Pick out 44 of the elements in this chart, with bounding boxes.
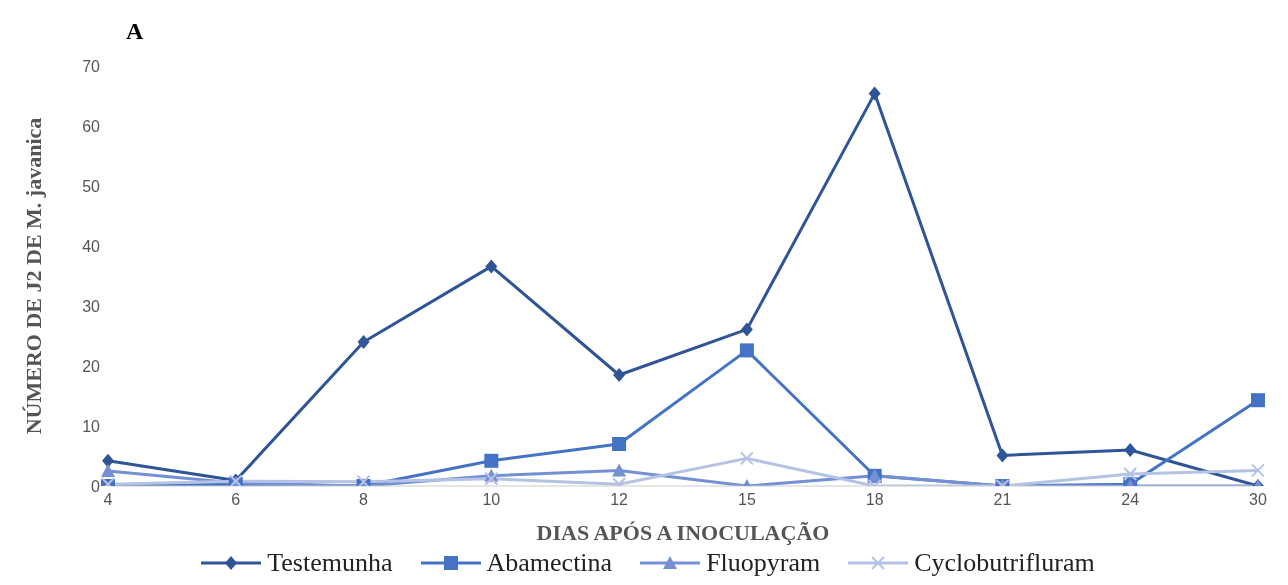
- y-tick-label: 20: [82, 357, 101, 375]
- legend-label: Abamectina: [486, 548, 613, 578]
- y-tick-label: 50: [82, 177, 101, 195]
- x-tick-label: 12: [610, 491, 629, 509]
- point: [739, 343, 754, 358]
- legend-label: Cyclobutrifluram: [914, 548, 1095, 578]
- y-tick-label: 70: [82, 57, 101, 75]
- point: [868, 86, 881, 101]
- x-tick-label: 6: [231, 491, 241, 509]
- x-tick-label: 18: [865, 491, 884, 509]
- point: [357, 335, 370, 349]
- point: [612, 463, 627, 477]
- y-tick-label: 0: [91, 477, 101, 495]
- y-tick-label: 40: [82, 237, 101, 255]
- point: [356, 474, 371, 486]
- point: [739, 451, 754, 466]
- point: [1251, 463, 1265, 478]
- point: [1124, 443, 1137, 457]
- point: [484, 471, 499, 486]
- point: [101, 464, 115, 477]
- point: [485, 259, 498, 274]
- point: [102, 453, 114, 468]
- point: [612, 437, 627, 451]
- x-tick-label: 15: [737, 491, 756, 509]
- point: [1123, 467, 1138, 481]
- x-tick-label: 4: [103, 491, 113, 509]
- chart-title: A: [126, 18, 144, 45]
- x-tick-label: 10: [482, 491, 501, 509]
- legend-label: Fluopyram: [706, 548, 821, 578]
- y-tick-label: 30: [82, 297, 101, 315]
- y-tick-label: 10: [82, 417, 101, 435]
- point: [484, 453, 499, 468]
- point: [1251, 393, 1265, 408]
- point: [613, 368, 626, 382]
- y-axis-title: NÚMERO DE J2 DE M. javanica: [20, 117, 46, 435]
- x-axis-title: DIAS APÓS A INOCULAÇÃO: [536, 520, 830, 545]
- point: [740, 322, 753, 337]
- y-tick-label: 60: [82, 117, 101, 135]
- x-tick-label: 24: [1121, 491, 1140, 509]
- legend-label: Testemunha: [267, 548, 393, 578]
- x-tick-label: 21: [993, 491, 1012, 509]
- point: [996, 448, 1009, 463]
- x-tick-label: 8: [359, 491, 369, 509]
- x-tick-label: 30: [1249, 491, 1267, 509]
